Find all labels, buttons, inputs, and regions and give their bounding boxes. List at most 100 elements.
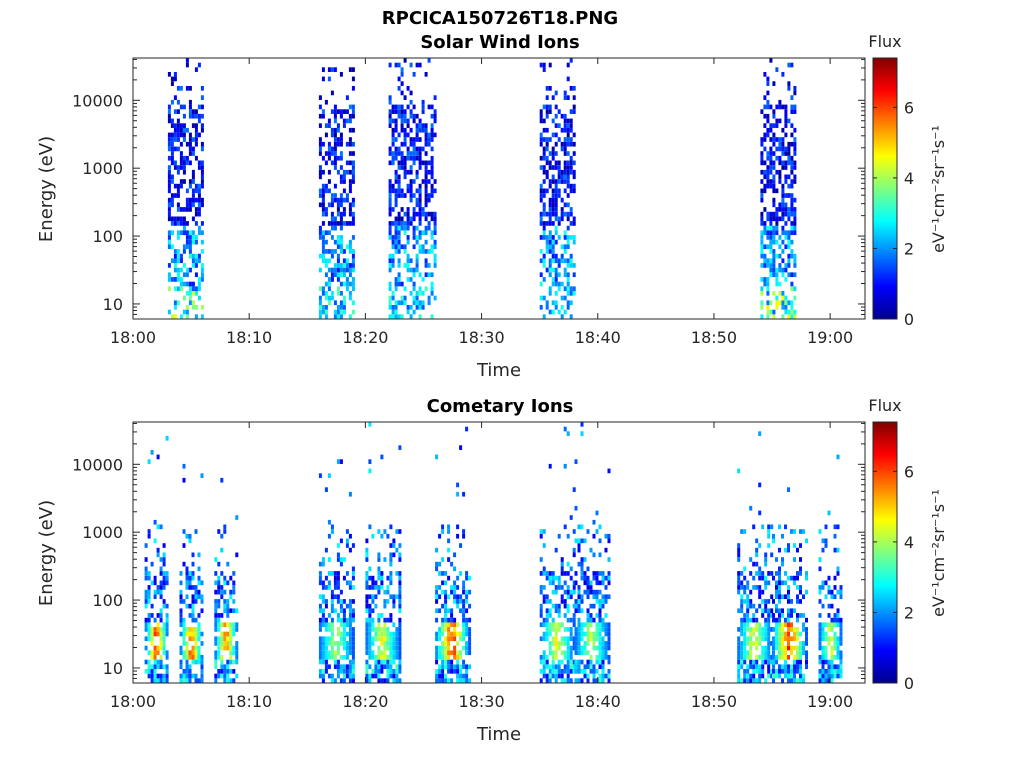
spectrogram-cell [468,678,472,683]
spectrogram-cell [586,673,590,679]
spectrogram-cell [176,300,180,306]
spectrogram-cell [784,305,788,310]
spectrogram-cell [348,183,352,189]
spectrogram-cell [167,202,171,208]
spectrogram-cell [371,617,375,623]
spectrogram-cell [185,207,189,212]
spectrogram-cell [351,575,355,581]
spectrogram-cell [737,641,741,646]
spectrogram-cell [577,524,581,530]
spectrogram-cell [150,664,154,670]
spectrogram-cell [336,571,340,576]
spectrogram-cell [333,594,337,600]
spectrogram-cell [371,636,375,642]
spectrogram-cell [327,76,331,82]
spectrogram-cell [415,155,419,161]
spectrogram-cell [324,291,328,296]
spectrogram-cell [421,160,425,166]
spectrogram-cell [153,659,157,665]
spectrogram-cell [784,118,788,124]
spectrogram-cell [830,673,834,679]
spectrogram-cell [403,109,407,114]
spectrogram-cell [441,529,445,534]
spectrogram-cell [563,160,567,166]
spectrogram-cell [336,197,340,203]
spectrogram-cell [767,650,771,656]
spectrogram-cell [447,608,451,614]
spectrogram-cell [380,571,384,576]
spectrogram-cell [229,636,233,642]
spectrogram-cell [799,585,802,590]
spectrogram-cell [182,104,186,110]
spectrogram-cell [784,211,788,217]
spectrogram-cell [223,524,227,530]
spectrogram-cell [159,655,163,660]
spectrogram-cell [758,575,762,581]
spectrogram-cell [743,566,747,572]
spectrogram-cell [424,272,428,278]
spectrogram-cell [447,524,451,530]
spectrogram-cell [324,295,328,301]
spectrogram-cell [336,650,340,656]
spectrogram-cell [386,599,390,604]
spectrogram-cell [403,137,407,142]
spectrogram-cell [766,309,770,315]
spectrogram-cell [589,547,593,553]
spectrogram-cell [191,655,195,660]
spectrogram-cell [197,286,201,292]
spectrogram-cell [415,305,419,310]
colorbar [872,57,898,320]
spectrogram-cell [539,529,543,534]
spectrogram-cell [569,636,573,642]
spectrogram-cell [182,169,186,175]
spectrogram-cell [179,599,183,604]
spectrogram-cell [778,99,782,105]
spectrogram-cell [397,225,401,231]
spectrogram-cell [572,529,576,534]
spectrogram-cell [321,258,325,264]
spectrogram-cell [740,529,744,534]
spectrogram-cell [821,580,825,586]
spectrogram-cell [197,118,201,124]
spectrogram-cell [406,309,410,315]
spectrogram-cell [769,137,773,142]
spectrogram-cell [749,673,753,679]
spectrogram-cell [805,617,808,623]
spectrogram-cell [336,669,340,674]
spectrogram-cell [365,650,369,656]
spectrogram-cell [743,617,747,623]
spectrogram-cell [377,645,381,651]
spectrogram-cell [200,655,204,660]
spectrogram-cell [778,244,782,250]
spectrogram-cell [176,127,180,133]
spectrogram-cell [583,664,587,670]
spectrogram-cell [194,659,198,665]
spectrogram-cell [188,249,192,254]
spectrogram-cell [551,221,555,226]
spectrogram-cell [790,664,793,670]
spectrogram-cell [601,622,605,628]
spectrogram-cell [226,659,230,665]
spectrogram-cell [433,132,437,138]
spectrogram-cell [548,291,552,296]
spectrogram-cell [162,580,166,586]
spectrogram-cell [761,655,765,660]
spectrogram-cell [830,622,834,628]
spectrogram-cell [545,86,549,91]
spectrogram-cell [761,673,765,679]
spectrogram-cell [156,627,160,632]
spectrogram-cell [336,580,340,586]
spectrogram-cell [200,594,204,600]
spectrogram-cell [764,645,768,651]
spectrogram-cell [772,636,775,642]
spectrogram-cell [200,664,204,670]
spectrogram-cell [226,599,230,604]
spectrogram-cell [176,193,180,198]
spectrogram-cell [563,174,567,180]
spectrogram-cell [170,141,174,147]
spectrogram-cell [412,300,416,306]
colorbar-title: Flux [868,396,901,415]
spectrogram-cell [342,258,346,264]
spectrogram-cell [737,608,741,614]
spectrogram-cell [554,585,558,590]
